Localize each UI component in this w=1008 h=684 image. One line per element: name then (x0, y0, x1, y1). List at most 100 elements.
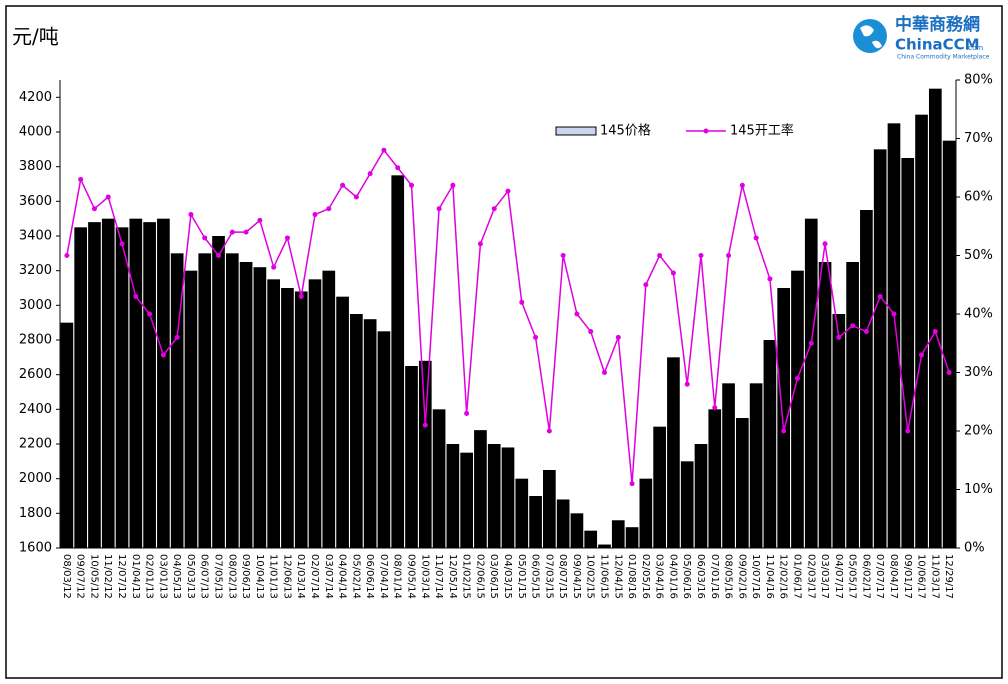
x-tick-label: 11/04/16 (764, 554, 775, 599)
line-marker (781, 428, 787, 434)
line-marker (753, 235, 759, 241)
bar (322, 270, 336, 548)
bar (915, 114, 928, 549)
x-tick-label: 07/04/14 (378, 554, 389, 599)
line-marker (863, 329, 869, 335)
bar (722, 383, 735, 548)
y-tick-label: 3800 (19, 159, 52, 174)
x-tick-label: 08/07/15 (557, 554, 568, 599)
line-marker (326, 206, 332, 212)
bar (198, 253, 212, 549)
line-marker (422, 422, 428, 428)
x-tick-label: 10/02/15 (585, 554, 596, 599)
bar (184, 270, 198, 548)
bar (88, 222, 101, 548)
bar (584, 530, 598, 548)
bar (460, 452, 473, 548)
y2-tick-label: 10% (964, 482, 993, 497)
bar (694, 444, 708, 548)
y2-tick-label: 30% (964, 365, 993, 380)
line-marker (188, 212, 194, 218)
x-tick-label: 05/02/14 (350, 554, 361, 599)
line-marker (284, 235, 290, 241)
line-marker (119, 241, 125, 247)
line-marker (133, 293, 139, 299)
logo-domain: .com (966, 44, 983, 52)
y-tick-label: 2200 (19, 437, 52, 452)
line-marker (298, 293, 304, 299)
bar (928, 88, 942, 549)
line-marker (560, 253, 566, 258)
bar (735, 418, 749, 548)
line-marker (367, 171, 373, 177)
bar (873, 149, 887, 549)
bar (680, 461, 694, 548)
x-tick-label: 11/06/15 (598, 554, 609, 599)
line-marker (271, 264, 277, 270)
x-tick-label: 04/01/16 (667, 554, 678, 599)
line-marker (601, 370, 607, 375)
line-marker (147, 311, 153, 317)
y-tick-label: 3400 (19, 229, 52, 244)
x-tick-label: 10/04/13 (254, 554, 265, 599)
x-tick-label: 01/03/14 (295, 554, 306, 599)
bar (708, 409, 722, 548)
legend-label: 145价格 (600, 123, 651, 139)
legend-swatch (555, 126, 597, 136)
x-tick-label: 04/05/13 (171, 554, 182, 599)
y2-tick-label: 50% (964, 248, 993, 263)
y-tick-label: 4000 (19, 125, 52, 140)
bar (115, 227, 129, 549)
line-marker (794, 375, 800, 381)
bar (543, 470, 556, 548)
x-tick-label: 10/06/17 (916, 554, 927, 599)
x-tick-label: 02/01/13 (144, 554, 155, 599)
bar (129, 218, 143, 548)
line-marker (395, 165, 401, 171)
logo-name: 中華商務網 (895, 14, 980, 35)
line-marker (546, 428, 552, 434)
bar (336, 296, 349, 548)
line-marker (464, 410, 470, 416)
x-tick-label: 09/05/14 (406, 554, 417, 599)
line-marker (670, 270, 676, 276)
x-tick-label: 06/02/17 (860, 554, 871, 599)
y2-tick-label: 70% (964, 131, 993, 146)
bar (846, 262, 859, 548)
bar (377, 331, 391, 548)
bar (901, 158, 915, 548)
logo-globe (853, 19, 887, 53)
bar (281, 288, 294, 548)
bar (556, 499, 570, 548)
bar (474, 430, 487, 548)
bar (818, 262, 832, 548)
line-marker (657, 253, 663, 258)
line-marker (698, 253, 704, 258)
bar (74, 227, 88, 549)
x-tick-label: 12/02/16 (778, 554, 789, 599)
line-marker (615, 334, 621, 340)
x-tick-label: 01/06/17 (791, 554, 802, 599)
bar (887, 123, 901, 548)
line-marker (160, 352, 166, 358)
y-tick-label: 2400 (19, 402, 52, 417)
x-tick-label: 08/03/12 (61, 554, 72, 599)
x-tick-label: 08/01/14 (392, 554, 403, 599)
line-marker (174, 334, 180, 340)
bar (350, 314, 363, 548)
line-marker (808, 340, 814, 346)
x-tick-label: 08/02/13 (226, 554, 237, 599)
legend-label: 145开工率 (730, 123, 794, 139)
x-tick-label: 02/05/16 (640, 554, 651, 599)
x-tick-label: 04/07/17 (833, 554, 844, 599)
bar (942, 140, 956, 548)
bar (529, 496, 542, 548)
bar (749, 383, 763, 548)
x-tick-label: 06/07/13 (199, 554, 210, 599)
x-tick-label: 03/04/16 (654, 554, 665, 599)
line-marker (643, 282, 649, 288)
y-tick-label: 3600 (19, 194, 52, 209)
x-tick-label: 04/03/15 (502, 554, 513, 599)
x-tick-label: 05/03/13 (185, 554, 196, 599)
